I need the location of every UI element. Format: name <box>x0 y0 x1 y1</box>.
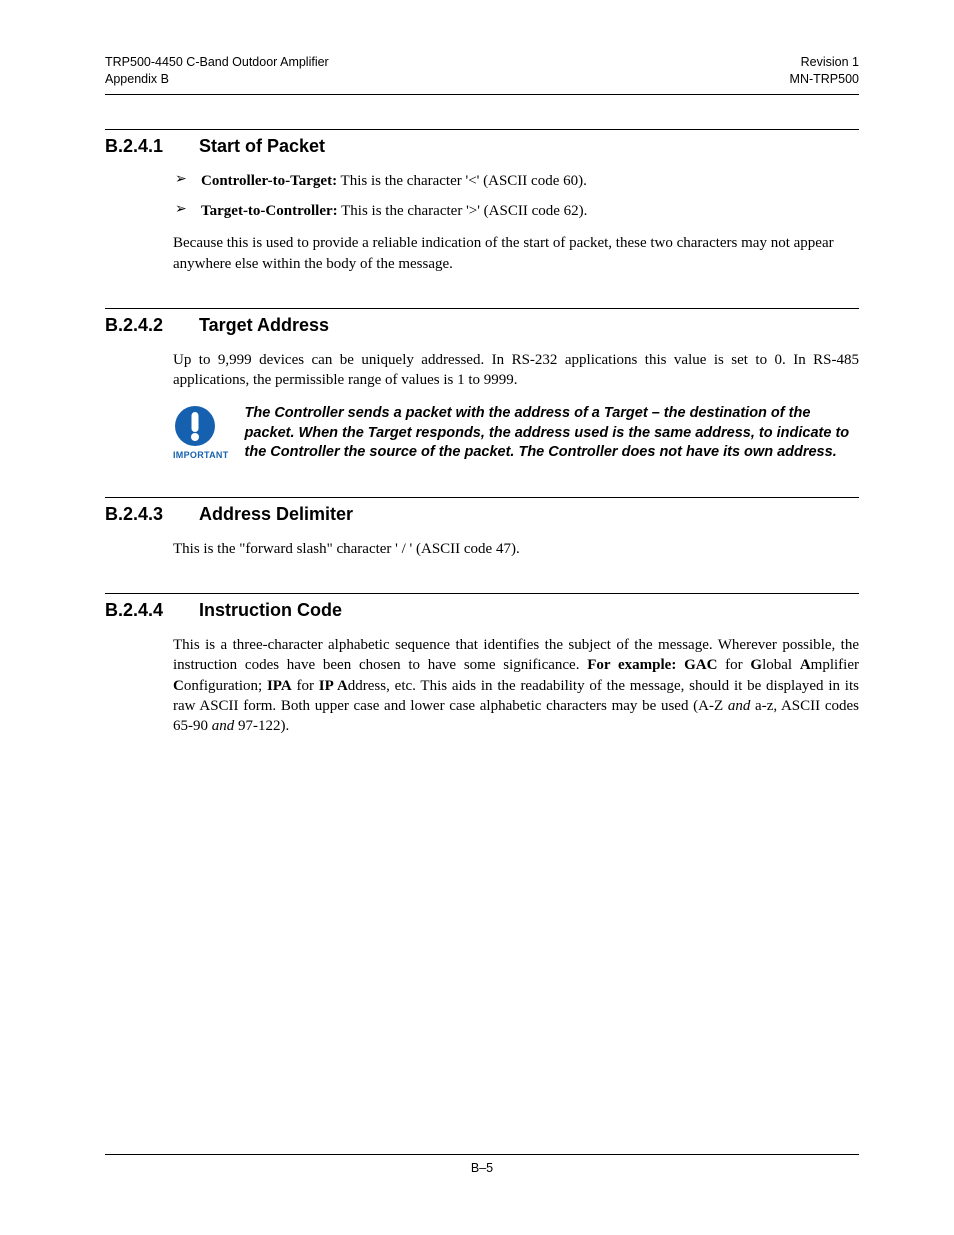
bullet-list: Controller-to-Target: This is the charac… <box>173 171 859 222</box>
bullet-item: Controller-to-Target: This is the charac… <box>173 171 859 191</box>
paragraph: Up to 9,999 devices can be uniquely addr… <box>173 350 859 391</box>
bullet-rest: This is the character '<' (ASCII code 60… <box>337 173 587 189</box>
header-right: Revision 1 MN-TRP500 <box>790 54 859 88</box>
section-instruction-code: B.2.4.4Instruction Code This is a three-… <box>105 593 859 736</box>
section-rule <box>105 497 859 498</box>
section-rule <box>105 593 859 594</box>
section-number: B.2.4.4 <box>105 600 199 621</box>
header-rule <box>105 94 859 95</box>
bullet-prefix: Target-to-Controller: <box>201 203 338 219</box>
bullet-item: Target-to-Controller: This is the charac… <box>173 201 859 221</box>
section-heading: B.2.4.4Instruction Code <box>105 600 859 621</box>
header-right-line1: Revision 1 <box>790 54 859 71</box>
section-start-of-packet: B.2.4.1Start of Packet Controller-to-Tar… <box>105 129 859 274</box>
section-rule <box>105 129 859 130</box>
section-number: B.2.4.1 <box>105 136 199 157</box>
section-body: This is the "forward slash" character ' … <box>173 539 859 559</box>
section-title: Target Address <box>199 315 329 335</box>
section-title: Address Delimiter <box>199 504 353 524</box>
header-left: TRP500-4450 C-Band Outdoor Amplifier App… <box>105 54 329 88</box>
section-body: Controller-to-Target: This is the charac… <box>173 171 859 274</box>
paragraph: Because this is used to provide a reliab… <box>173 233 859 274</box>
section-body: This is a three-character alphabetic seq… <box>173 635 859 736</box>
important-text: The Controller sends a packet with the a… <box>245 404 859 463</box>
bullet-rest: This is the character '>' (ASCII code 62… <box>338 203 588 219</box>
important-icon: IMPORTANT <box>173 404 229 460</box>
header-left-line1: TRP500-4450 C-Band Outdoor Amplifier <box>105 54 329 71</box>
section-target-address: B.2.4.2Target Address Up to 9,999 device… <box>105 308 859 463</box>
footer-rule <box>105 1154 859 1155</box>
section-title: Instruction Code <box>199 600 342 620</box>
section-rule <box>105 308 859 309</box>
paragraph: This is the "forward slash" character ' … <box>173 539 859 559</box>
section-heading: B.2.4.1Start of Packet <box>105 136 859 157</box>
page: TRP500-4450 C-Band Outdoor Amplifier App… <box>0 0 954 1235</box>
paragraph: This is a three-character alphabetic seq… <box>173 635 859 736</box>
page-header: TRP500-4450 C-Band Outdoor Amplifier App… <box>105 54 859 88</box>
section-body: Up to 9,999 devices can be uniquely addr… <box>173 350 859 391</box>
section-address-delimiter: B.2.4.3Address Delimiter This is the "fo… <box>105 497 859 559</box>
important-label: IMPORTANT <box>173 450 229 460</box>
page-footer: B–5 <box>105 1154 859 1175</box>
header-left-line2: Appendix B <box>105 71 329 88</box>
section-heading: B.2.4.3Address Delimiter <box>105 504 859 525</box>
important-callout: IMPORTANT The Controller sends a packet … <box>173 404 859 463</box>
bullet-prefix: Controller-to-Target: <box>201 173 337 189</box>
page-number: B–5 <box>105 1161 859 1175</box>
section-title: Start of Packet <box>199 136 325 156</box>
section-number: B.2.4.3 <box>105 504 199 525</box>
section-number: B.2.4.2 <box>105 315 199 336</box>
header-right-line2: MN-TRP500 <box>790 71 859 88</box>
section-heading: B.2.4.2Target Address <box>105 315 859 336</box>
